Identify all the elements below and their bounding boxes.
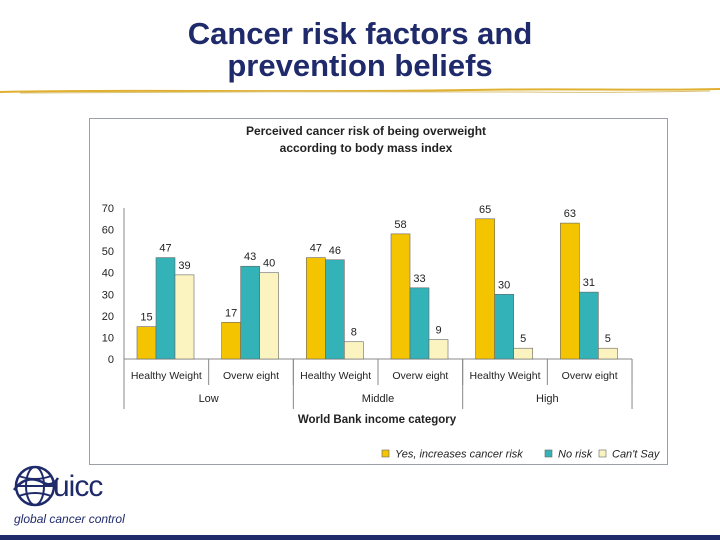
bar-yes xyxy=(136,326,157,360)
legend-swatch-1 xyxy=(381,449,390,458)
bottom-strip xyxy=(0,535,720,540)
data-label-no-risk: 43 xyxy=(244,251,256,263)
x-axis-title: World Bank income category xyxy=(298,414,457,426)
bar-yes xyxy=(560,222,580,360)
y-tick-label: 50 xyxy=(102,246,114,258)
x-group-label: High xyxy=(536,393,559,405)
x-group-label: Low xyxy=(199,393,219,405)
y-tick-label: 40 xyxy=(102,268,114,280)
data-label-no-risk: 31 xyxy=(583,277,595,289)
uicc-globe-logo-icon xyxy=(13,465,60,507)
data-label-no-risk: 47 xyxy=(159,243,171,255)
slide-title: Cancer risk factors and prevention belie… xyxy=(0,18,720,82)
data-label-cant-say: 9 xyxy=(435,325,441,337)
chart-frame: Perceived cancer risk of being overweigh… xyxy=(89,118,668,465)
x-category-label: Overw eight xyxy=(223,370,279,382)
bar-cant-say xyxy=(344,341,364,360)
data-label-cant-say: 39 xyxy=(178,260,190,272)
y-tick-label: 0 xyxy=(108,354,114,366)
x-category-label: Healthy Weight xyxy=(300,370,371,382)
bar-no-risk xyxy=(494,293,514,360)
bar-no-risk xyxy=(409,287,430,360)
data-label-no-risk: 33 xyxy=(413,273,425,285)
legend-label-1: Yes, increases cancer risk xyxy=(395,449,523,461)
data-label-cant-say: 5 xyxy=(520,333,526,345)
chart-title-line-2: according to body mass index xyxy=(280,141,453,155)
data-label-no-risk: 30 xyxy=(498,279,510,291)
bar-cant-say xyxy=(174,274,195,360)
legend-label-3: Can't Say xyxy=(612,449,661,461)
bar-yes xyxy=(390,233,411,360)
data-label-yes: 58 xyxy=(394,219,406,231)
slide-title-line-2: prevention beliefs xyxy=(227,48,493,83)
y-tick-label: 60 xyxy=(102,225,114,237)
bar-no-risk xyxy=(155,257,176,360)
chart-title-line-1: Perceived cancer risk of being overweigh… xyxy=(246,124,486,138)
bar-no-risk xyxy=(325,259,345,360)
y-tick-label: 70 xyxy=(102,203,114,215)
bar-chart: Perceived cancer risk of being overweigh… xyxy=(102,124,661,461)
data-label-yes: 63 xyxy=(564,208,576,220)
logo-tagline: global cancer control xyxy=(14,512,125,526)
bar-yes xyxy=(475,218,495,360)
data-label-cant-say: 5 xyxy=(605,333,611,345)
data-label-cant-say: 8 xyxy=(351,327,357,339)
slide-title-line-1: Cancer risk factors and xyxy=(187,16,533,51)
bar-no-risk xyxy=(579,291,599,360)
y-tick-label: 30 xyxy=(102,289,114,301)
x-category-label: Healthy Weight xyxy=(131,370,202,382)
bar-cant-say xyxy=(259,272,279,360)
bar-cant-say xyxy=(598,347,618,360)
bar-cant-say xyxy=(428,339,449,360)
x-category-label: Overw eight xyxy=(562,370,618,382)
data-label-yes: 15 xyxy=(140,312,152,324)
x-category-label: Overw eight xyxy=(392,370,448,382)
bar-yes xyxy=(306,257,326,360)
title-underline xyxy=(0,88,720,94)
x-group-label: Middle xyxy=(362,393,394,405)
bar-yes xyxy=(221,322,241,360)
x-category-label: Healthy Weight xyxy=(470,370,541,382)
data-label-yes: 65 xyxy=(479,204,491,216)
logo-wordmark: uicc xyxy=(53,470,103,503)
data-label-cant-say: 40 xyxy=(263,258,275,270)
legend-swatch-3 xyxy=(598,449,607,458)
data-label-yes: 17 xyxy=(225,307,237,319)
bar-cant-say xyxy=(513,347,533,360)
data-label-yes: 47 xyxy=(310,243,322,255)
bar-no-risk xyxy=(240,265,260,360)
legend-label-2: No risk xyxy=(558,449,593,461)
data-label-no-risk: 46 xyxy=(329,245,341,257)
legend-swatch-2 xyxy=(544,449,553,458)
y-tick-label: 10 xyxy=(102,332,114,344)
y-tick-label: 20 xyxy=(102,311,114,323)
